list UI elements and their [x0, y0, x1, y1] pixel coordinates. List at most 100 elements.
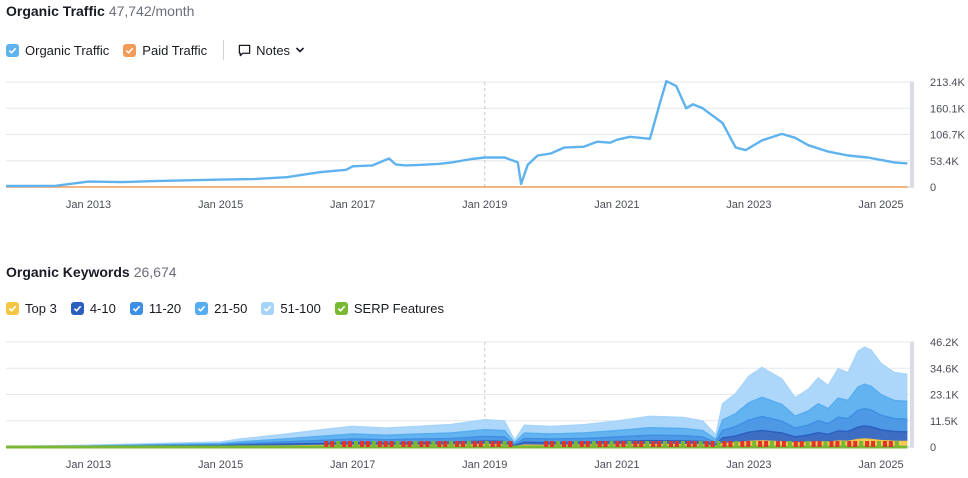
serp-feature-marker	[407, 441, 412, 447]
comment-icon	[238, 44, 251, 56]
serp-feature-marker	[752, 441, 757, 447]
checkbox-icon[interactable]	[6, 302, 19, 315]
x-tick-label: Jan 2017	[330, 459, 375, 471]
legend-label: 21-50	[214, 301, 248, 316]
serp-feature-marker	[645, 441, 650, 447]
serp-feature-marker	[389, 441, 394, 447]
serp-feature-marker	[585, 441, 590, 447]
serp-feature-marker	[377, 441, 382, 447]
serp-feature-marker	[663, 441, 668, 447]
serp-feature-marker	[466, 441, 471, 447]
legend-paid-traffic[interactable]: Paid Traffic	[123, 43, 207, 58]
area-band-21-50	[6, 384, 908, 447]
series-line-organic-traffic	[5, 79, 908, 188]
checkbox-icon[interactable]	[123, 43, 137, 57]
y-tick-label: 0	[930, 182, 936, 194]
checkbox-icon[interactable]	[70, 302, 84, 315]
y-tick-label: 23.1K	[930, 390, 959, 402]
legend-label: Paid Traffic	[142, 42, 208, 58]
serp-feature-marker	[550, 441, 555, 447]
serp-feature-marker	[455, 441, 460, 447]
serp-feature-marker	[472, 441, 477, 447]
y-tick-label: 160.1K	[930, 103, 966, 115]
serp-feature-marker	[449, 441, 454, 447]
checkbox-icon[interactable]	[195, 302, 209, 315]
serp-feature-marker	[847, 441, 852, 447]
serp-feature-marker	[817, 441, 822, 447]
serp-feature-marker	[680, 441, 685, 447]
serp-feature-marker	[460, 441, 465, 447]
serp-feature-marker	[419, 441, 424, 447]
keywords-metric: 26,674	[133, 264, 177, 280]
range-handle	[910, 82, 914, 187]
serp-feature-marker	[781, 441, 786, 447]
notes-dropdown[interactable]: Notes	[238, 43, 310, 58]
legend-top-3[interactable]: Top 3	[6, 301, 57, 316]
serp-feature-marker	[877, 441, 882, 447]
legend-51-100[interactable]: 51-100	[261, 301, 321, 316]
serp-feature-marker	[591, 441, 596, 447]
serp-feature-marker	[805, 441, 810, 447]
serp-feature-marker	[651, 441, 656, 447]
checkbox-icon[interactable]	[129, 302, 143, 315]
legend-label: SERP Features	[353, 301, 444, 316]
serp-feature-marker	[716, 441, 721, 447]
traffic-metric: 47,742/month	[108, 3, 195, 19]
serp-feature-marker	[562, 441, 567, 447]
serp-feature-marker	[811, 441, 816, 447]
area-line-11-20	[5, 407, 908, 448]
notes-label: Notes	[256, 42, 291, 58]
serp-feature-marker	[746, 441, 751, 447]
legend-11-20[interactable]: 11-20	[129, 301, 181, 316]
organic-traffic-chart: 0 53.4K 106.7K 160.1K 213.4K Jan 2013 Jan 2015…	[5, 77, 966, 211]
legend-label: 51-100	[280, 301, 321, 316]
serp-feature-marker	[686, 441, 691, 447]
serp-feature-marker	[556, 441, 561, 447]
serp-feature-marker	[698, 441, 703, 447]
legend-serp-features[interactable]: SERP Features	[334, 301, 444, 316]
area-line-51-100	[5, 346, 908, 448]
serp-feature-marker	[431, 441, 436, 447]
y-tick-label: 34.6K	[930, 363, 959, 375]
serp-feature-marker	[627, 441, 632, 447]
serp-feature-marker	[764, 441, 769, 447]
serp-feature-marker	[674, 441, 679, 447]
area-band-51-100	[6, 347, 908, 447]
x-tick-label: Jan 2025	[858, 199, 903, 211]
legend-label: Top 3	[25, 301, 57, 316]
checkbox-icon[interactable]	[334, 302, 348, 315]
keywords-legend: Top 3 4-10 11-20 21-50 51-100 SERP Featu…	[6, 301, 458, 316]
serp-feature-marker	[353, 441, 358, 447]
serp-feature-marker	[490, 441, 495, 447]
serp-feature-marker	[835, 441, 840, 447]
x-tick-label: Jan 2013	[66, 459, 111, 471]
serp-feature-marker	[799, 441, 804, 447]
serp-feature-marker	[609, 441, 614, 447]
traffic-title: Organic Traffic 47,742/month	[6, 3, 194, 19]
keywords-title-text: Organic Keywords	[6, 264, 130, 280]
serp-feature-marker	[871, 441, 876, 447]
serp-feature-marker	[603, 441, 608, 447]
serp-feature-marker	[579, 441, 584, 447]
serp-feature-marker	[829, 441, 834, 447]
serp-feature-marker	[865, 441, 870, 447]
legend-21-50[interactable]: 21-50	[195, 301, 247, 316]
serp-feature-marker	[859, 441, 864, 447]
legend-4-10[interactable]: 4-10	[70, 301, 116, 316]
x-tick-label: Jan 2015	[198, 459, 243, 471]
y-tick-label: 0	[930, 442, 936, 454]
serp-feature-marker	[371, 441, 376, 447]
legend-organic-traffic[interactable]: Organic Traffic	[6, 43, 109, 58]
serp-feature-marker	[597, 441, 602, 447]
serp-feature-marker	[324, 441, 329, 447]
x-tick-label: Jan 2019	[462, 459, 507, 471]
y-tick-label: 106.7K	[930, 130, 966, 142]
serp-feature-marker	[437, 441, 442, 447]
checkbox-icon[interactable]	[6, 43, 19, 57]
serp-feature-marker	[722, 441, 727, 447]
serp-feature-marker	[330, 441, 335, 447]
serp-feature-marker	[888, 441, 893, 447]
area-band-11-20	[6, 408, 908, 447]
serp-feature-marker	[770, 441, 775, 447]
checkbox-icon[interactable]	[261, 302, 275, 315]
